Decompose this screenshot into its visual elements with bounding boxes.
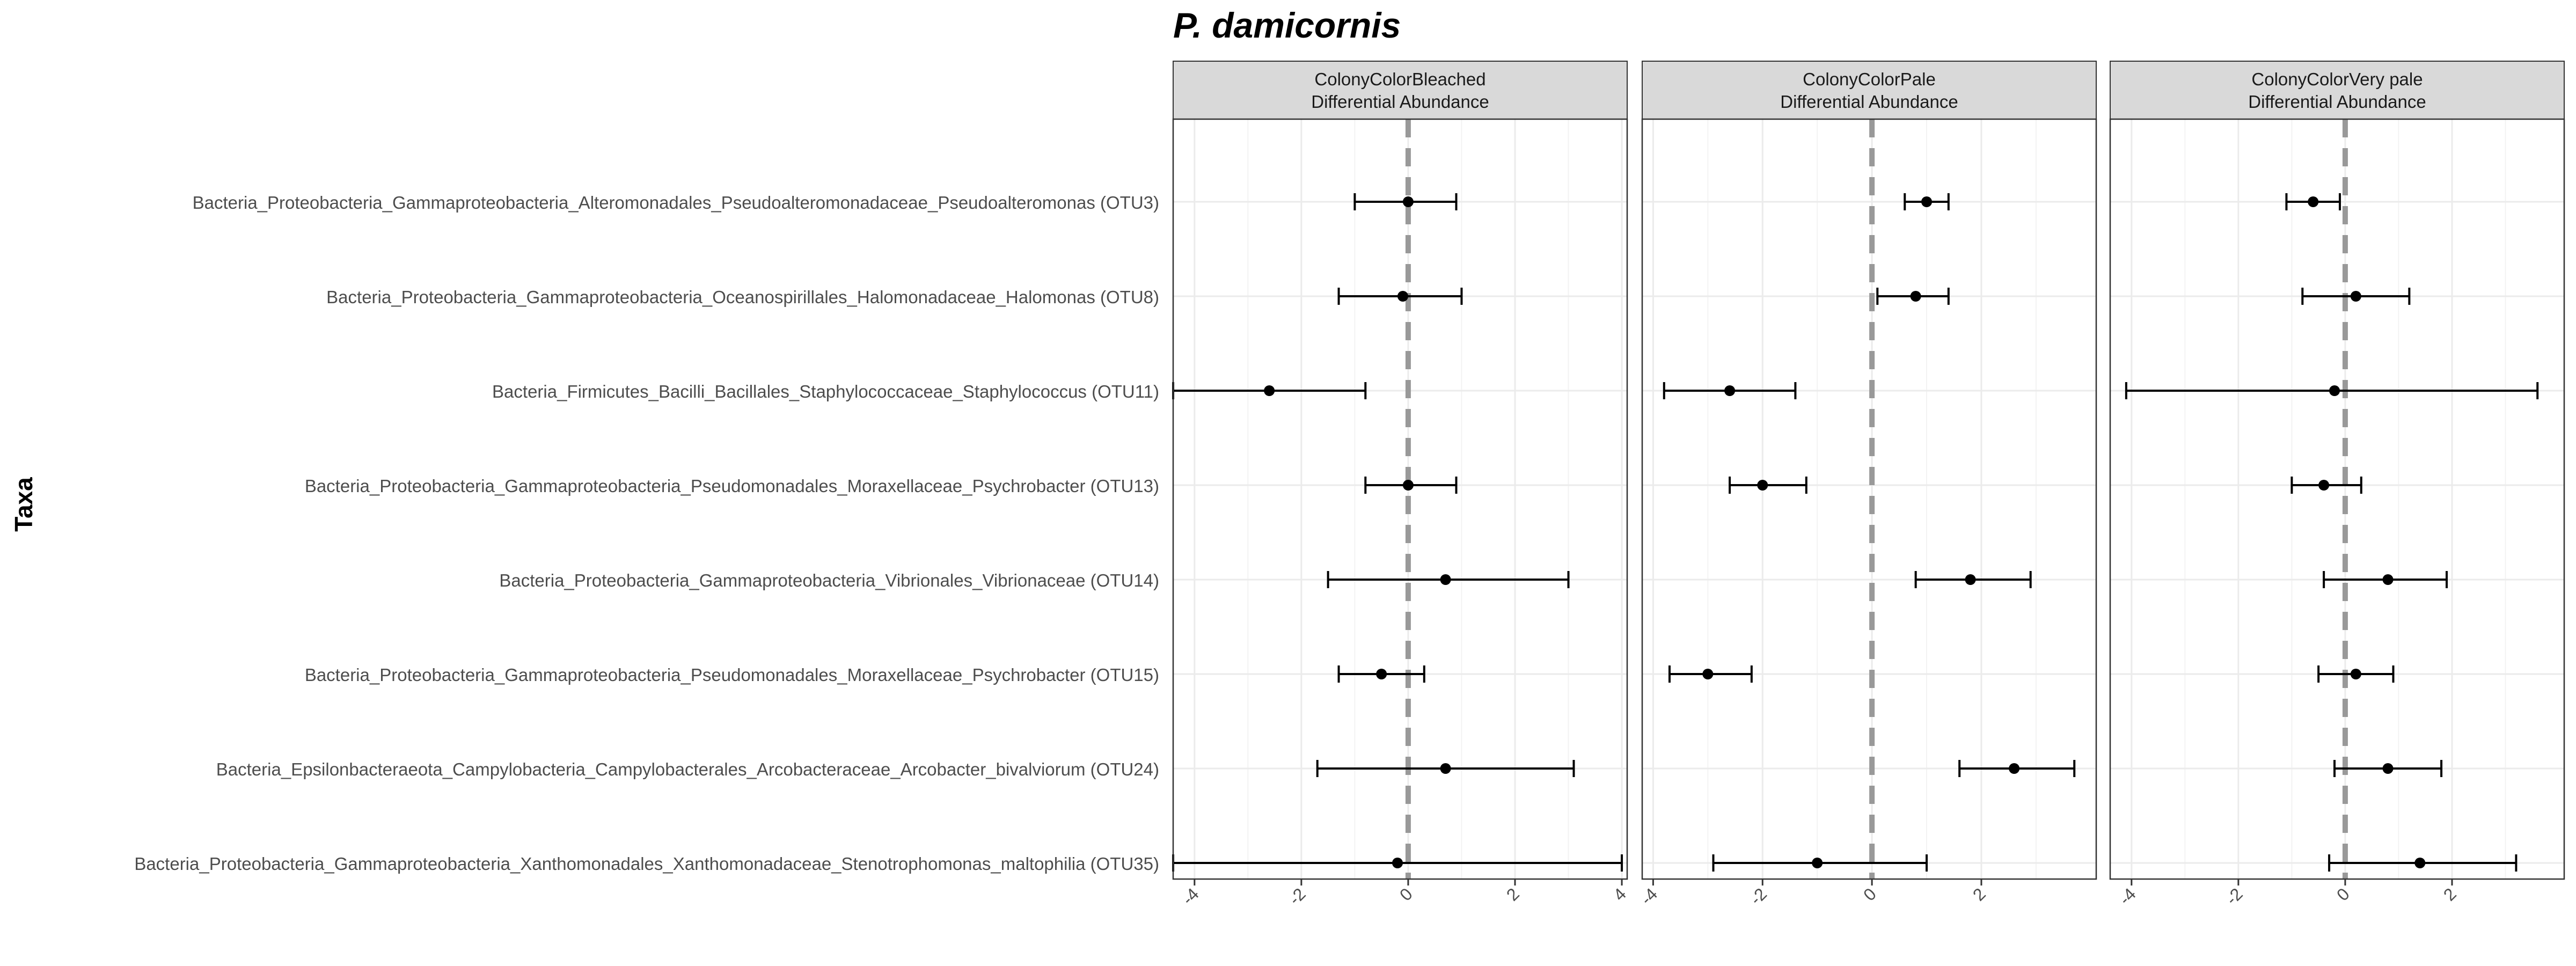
x-tick-label: 0 xyxy=(2333,884,2353,904)
panel-border xyxy=(1641,118,2097,880)
estimate-point xyxy=(2382,574,2394,585)
facet-panel: ColonyColorBleached Differential Abundanc… xyxy=(1172,61,1630,909)
panel-background xyxy=(1173,119,1627,879)
estimate-point xyxy=(1402,196,1414,207)
x-tick-label: -4 xyxy=(2115,884,2140,909)
panel-border xyxy=(1172,118,1628,880)
facet-strip-label: ColonyColorPale xyxy=(1803,69,1936,89)
x-tick-label: -4 xyxy=(1637,884,1662,909)
estimate-point xyxy=(1402,480,1414,491)
x-tick-label: 0 xyxy=(1396,884,1416,904)
estimate-point xyxy=(1376,669,1387,679)
taxon-label: Bacteria_Firmicutes_Bacilli_Bacillales_S… xyxy=(492,382,1159,401)
estimate-point xyxy=(1440,763,1451,774)
x-tick-label: 2 xyxy=(1503,884,1523,904)
taxon-label: Bacteria_Proteobacteria_Gammaproteobacte… xyxy=(305,476,1159,496)
x-tick-label: -4 xyxy=(1178,884,1203,909)
estimate-point xyxy=(2318,480,2330,491)
estimate-point xyxy=(1921,196,1933,207)
estimate-point xyxy=(2350,291,2361,302)
taxa-labels: Bacteria_Proteobacteria_Gammaproteobacte… xyxy=(134,193,1159,874)
x-tick-label: -2 xyxy=(2222,884,2246,909)
estimate-point xyxy=(2350,669,2361,679)
estimate-point xyxy=(1264,385,1275,396)
estimate-point xyxy=(1392,858,1403,868)
estimate-point xyxy=(2382,763,2394,774)
facet-strip-sublabel: Differential Abundance xyxy=(1780,92,1958,112)
estimate-point xyxy=(1702,669,1714,679)
estimate-point xyxy=(1910,291,1921,302)
facet-strip-label: ColonyColorVery pale xyxy=(2251,69,2423,89)
estimate-point xyxy=(1397,291,1408,302)
x-tick-label: 4 xyxy=(1609,884,1630,904)
taxon-label: Bacteria_Proteobacteria_Gammaproteobacte… xyxy=(326,287,1159,307)
estimate-point xyxy=(2414,858,2426,868)
facet-panel: ColonyColorVery pale Differential Abundan… xyxy=(2109,61,2565,909)
estimate-point xyxy=(1440,574,1451,585)
facet-strip xyxy=(2110,61,2565,120)
chart-title: P. damicornis xyxy=(1173,5,1401,45)
estimate-point xyxy=(1812,858,1823,868)
panel-background xyxy=(2110,119,2564,879)
estimate-point xyxy=(2009,763,2020,774)
facet-strip xyxy=(1173,61,1628,120)
taxon-label: Bacteria_Proteobacteria_Gammaproteobacte… xyxy=(305,665,1159,685)
facet-strip xyxy=(1642,61,2097,120)
facet-strip-sublabel: Differential Abundance xyxy=(1311,92,1489,112)
panel-border xyxy=(2109,118,2565,880)
facet-panel: ColonyColorPale Differential Abundance -4 -… xyxy=(1637,61,2097,909)
facet-panels: ColonyColorBleached Differential Abundanc… xyxy=(1172,61,2565,909)
estimate-point xyxy=(1724,385,1736,396)
facet-strip-label: ColonyColorBleached xyxy=(1314,69,1485,89)
estimate-point xyxy=(2308,196,2319,207)
estimate-point xyxy=(2329,385,2340,396)
taxon-label: Bacteria_Proteobacteria_Gammaproteobacte… xyxy=(134,854,1159,874)
estimate-point xyxy=(1965,574,1976,585)
panel-background xyxy=(1642,119,2096,879)
x-tick-label: -2 xyxy=(1746,884,1771,909)
taxon-label: Bacteria_Epsilonbacteraeota_Campylobacte… xyxy=(216,759,1159,779)
taxon-label: Bacteria_Proteobacteria_Gammaproteobacte… xyxy=(193,193,1159,213)
y-axis-title: Taxa xyxy=(10,477,38,532)
x-tick-label: 0 xyxy=(1860,884,1880,904)
facet-strip-sublabel: Differential Abundance xyxy=(2248,92,2426,112)
estimate-point xyxy=(1757,480,1768,491)
x-tick-label: 2 xyxy=(2440,884,2460,904)
x-tick-label: 2 xyxy=(1969,884,1989,904)
taxon-label: Bacteria_Proteobacteria_Gammaproteobacte… xyxy=(499,570,1159,590)
x-tick-label: -2 xyxy=(1285,884,1309,909)
